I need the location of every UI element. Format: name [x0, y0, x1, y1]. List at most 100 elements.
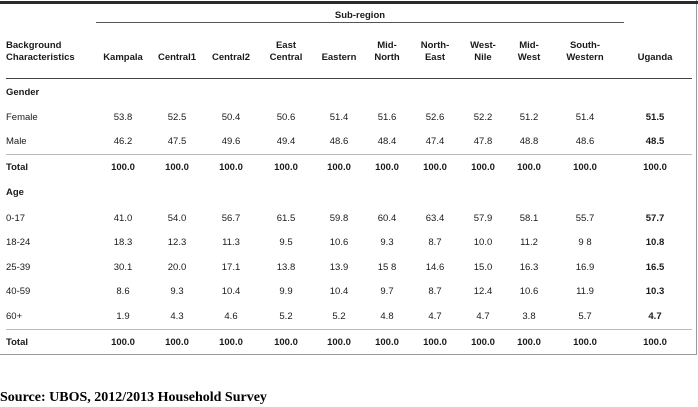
- header-line: Central: [269, 52, 303, 63]
- table-cell: 100.0: [410, 154, 460, 180]
- source-note: Source: UBOS, 2012/2013 Household Survey: [0, 390, 267, 405]
- table-cell: 14.6: [425, 261, 445, 273]
- table-row: 25-39 30.1 20.0 17.1 13.8 13.9 15 8 14.6 15.0 16.…: [6, 255, 692, 280]
- table-cell: 10.8: [645, 237, 665, 249]
- table-cell: 4.7: [648, 310, 662, 322]
- table-cell: 51.6: [377, 111, 397, 123]
- column-header: East Central: [258, 26, 314, 79]
- row-label: 60+: [6, 310, 23, 322]
- column-header: Eastern: [314, 26, 364, 79]
- table-cell: 100.0: [618, 328, 692, 355]
- section-title: Gender: [6, 86, 40, 98]
- header-line: West: [517, 52, 541, 63]
- table-cell: 46.2: [113, 136, 133, 148]
- subregion-header: Sub-region: [334, 10, 386, 21]
- table-cell: 100.0: [460, 328, 506, 355]
- table-cell: 100.0: [506, 328, 552, 355]
- header-line: South-: [569, 40, 601, 51]
- table-cell: 100.0: [460, 154, 506, 180]
- row-label: 40-59: [6, 286, 31, 298]
- header-line: Background: [6, 40, 62, 51]
- header-line: Central1: [157, 52, 196, 63]
- table-cell: 100.0: [150, 328, 204, 355]
- row-label: Female: [6, 111, 38, 123]
- table-cell: 47.8: [473, 136, 493, 148]
- table-cell: 51.5: [645, 111, 665, 123]
- header-row: Background Characteristics Kampala Centra…: [6, 26, 692, 79]
- table-cell: 5.7: [578, 310, 592, 322]
- table-cell: 8.6: [116, 286, 130, 298]
- data-table: Background Characteristics Kampala Centra…: [6, 26, 692, 355]
- table-cell: 10.3: [645, 286, 665, 298]
- table-cell: 52.5: [167, 111, 187, 123]
- table-cell: 100.0: [96, 328, 150, 355]
- table-cell: 12.3: [167, 237, 187, 249]
- row-label: Total: [6, 328, 96, 355]
- header-line: East: [275, 40, 297, 51]
- column-header: North- East: [410, 26, 460, 79]
- table-cell: 30.1: [113, 261, 133, 273]
- row-label: Male: [6, 136, 27, 148]
- table-cell: 51.2: [519, 111, 539, 123]
- table-cell: 51.4: [575, 111, 595, 123]
- table-cell: 50.6: [276, 111, 296, 123]
- header-background-characteristics: Background Characteristics: [6, 26, 96, 79]
- column-header: Central1: [150, 26, 204, 79]
- header-line: East: [424, 52, 446, 63]
- table-cell: 100.0: [150, 154, 204, 180]
- section-row: Gender: [6, 79, 692, 106]
- table-row: Total 100.0 100.0 100.0 100.0 100.0 100.0 100.0…: [6, 328, 692, 355]
- table-cell: 50.4: [221, 111, 241, 123]
- section-row: Age: [6, 180, 692, 206]
- table-cell: 59.8: [329, 212, 349, 224]
- table-cell: 15.0: [473, 261, 493, 273]
- column-header: West- Nile: [460, 26, 506, 79]
- table-cell: 3.8: [522, 310, 536, 322]
- table-cell: 57.9: [473, 212, 493, 224]
- table-cell: 100.0: [314, 328, 364, 355]
- row-label: 0-17: [6, 212, 26, 224]
- table-cell: 16.5: [645, 261, 665, 273]
- table-cell: 11.2: [520, 237, 538, 249]
- table-cell: 52.6: [425, 111, 445, 123]
- table-cell: 48.5: [645, 136, 665, 148]
- table-cell: 60.4: [377, 212, 397, 224]
- table-cell: 61.5: [276, 212, 296, 224]
- header-line: West-: [470, 40, 496, 51]
- table-cell: 56.7: [221, 212, 241, 224]
- table-cell: 16.3: [519, 261, 539, 273]
- column-header: Uganda: [618, 26, 692, 79]
- table-row: Male 46.2 47.5 49.6 49.4 48.6 48.4 47.4 47.8 48.8…: [6, 130, 692, 155]
- table-body: Gender Female 53.8 52.5 50.4 50.6 51.4 51.6 52.6…: [6, 79, 692, 355]
- column-header: Mid- West: [506, 26, 552, 79]
- table-cell: 9.3: [380, 237, 394, 249]
- table-cell: 12.4: [473, 286, 493, 298]
- header-line: Kampala: [103, 52, 143, 63]
- header-line: North-: [420, 40, 450, 51]
- row-label: 25-39: [6, 261, 31, 273]
- top-rule: [0, 1, 698, 4]
- table-row: 0-17 41.0 54.0 56.7 61.5 59.8 60.4 63.4 57.9 58.1…: [6, 206, 692, 231]
- header-line: Western: [566, 52, 604, 63]
- table-cell: 100.0: [258, 328, 314, 355]
- table-cell: 10.4: [329, 286, 349, 298]
- table-row: 40-59 8.6 9.3 10.4 9.9 10.4 9.7 8.7 12.4 10.6 11.9…: [6, 280, 692, 305]
- table-cell: 47.4: [425, 136, 445, 148]
- table-cell: 49.6: [221, 136, 241, 148]
- header-line: Mid-: [377, 40, 397, 51]
- table-cell: 4.7: [428, 310, 442, 322]
- table-cell: 10.0: [473, 237, 493, 249]
- table-cell: 100.0: [618, 154, 692, 180]
- table-cell: 4.7: [476, 310, 490, 322]
- table-cell: 100.0: [258, 154, 314, 180]
- column-header: Kampala: [96, 26, 150, 79]
- table-cell: 100.0: [204, 328, 258, 355]
- header-line: Central2: [211, 52, 250, 63]
- table-cell: 9.5: [279, 237, 293, 249]
- row-label: 18-24: [6, 237, 31, 249]
- table-cell: 100.0: [552, 328, 618, 355]
- table-cell: 48.6: [575, 136, 595, 148]
- table-row: Female 53.8 52.5 50.4 50.6 51.4 51.6 52.6 52.2 51…: [6, 105, 692, 130]
- table-cell: 9 8: [578, 237, 592, 249]
- table-cell: 47.5: [167, 136, 187, 148]
